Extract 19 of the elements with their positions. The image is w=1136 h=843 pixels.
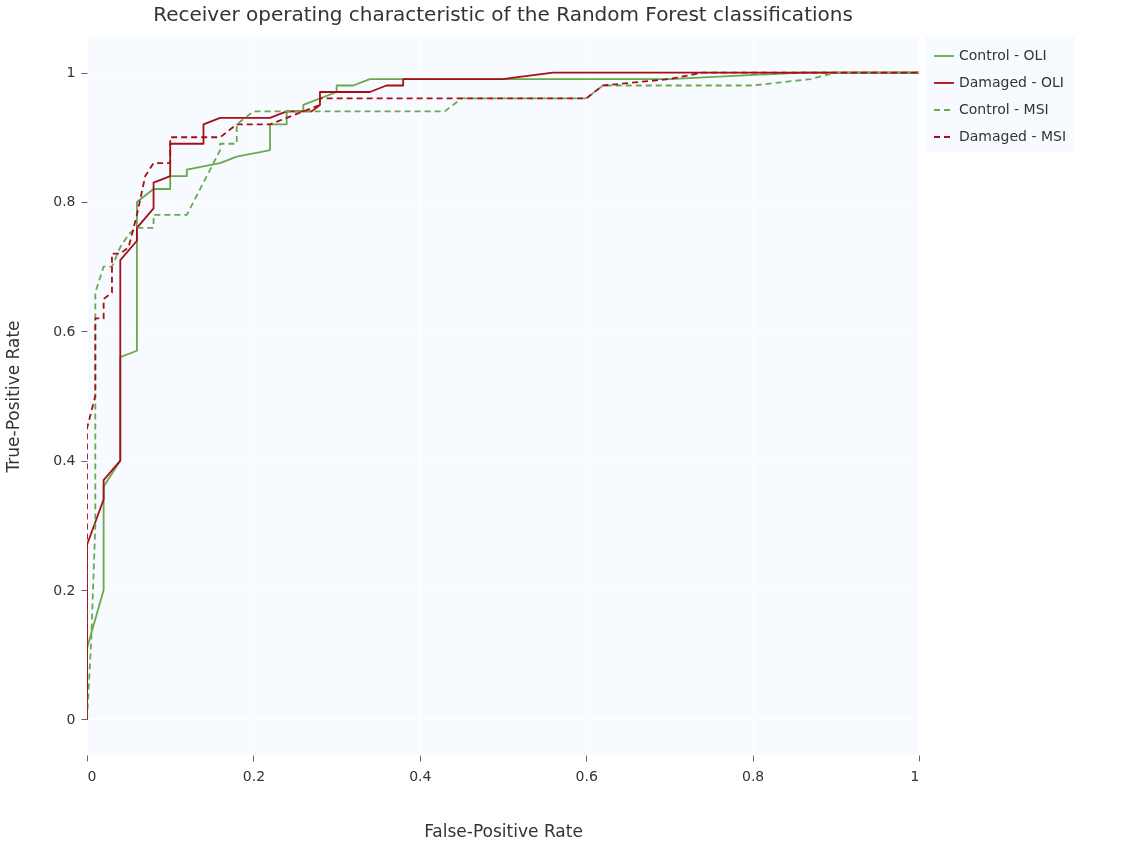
x-tick-label: 0.8 xyxy=(741,767,765,784)
x-tick-label: 0.4 xyxy=(409,767,432,784)
legend-label: Damaged - MSI xyxy=(959,128,1067,144)
legend-label: Damaged - OLI xyxy=(959,74,1064,90)
x-tick-label: 0.6 xyxy=(575,767,598,784)
y-tick-label: 0.6 xyxy=(53,322,76,339)
x-tick-label: 0.2 xyxy=(242,767,266,784)
y-tick-label: 0.4 xyxy=(53,452,76,469)
y-axis-title: True-Positive Rate xyxy=(3,320,24,474)
x-axis-title: False-Positive Rate xyxy=(424,820,583,841)
legend-label: Control - OLI xyxy=(959,47,1047,63)
chart-title: Receiver operating characteristic of the Random Forest classifications xyxy=(153,2,853,26)
y-tick-label: 0.2 xyxy=(53,581,76,598)
x-tick-label: 0 xyxy=(87,767,97,784)
legend-label: Control - MSI xyxy=(959,101,1049,117)
y-tick-label: 0 xyxy=(66,710,76,727)
x-tick-label: 1 xyxy=(910,767,920,784)
y-tick-label: 0.8 xyxy=(53,193,76,210)
y-tick-label: 1 xyxy=(66,64,76,81)
